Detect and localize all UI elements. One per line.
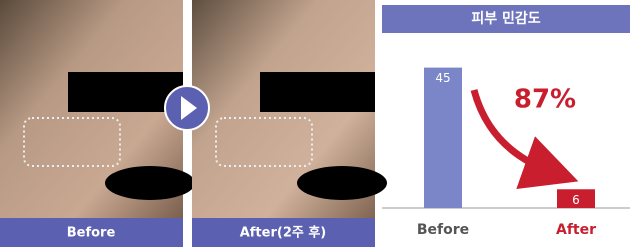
arrow-icon xyxy=(165,86,209,130)
page: Before After(2주 후) 피부 민감도 87% 45 Before 6 A… xyxy=(0,0,638,247)
x-tick-label: After xyxy=(556,222,596,238)
photo-label: Before xyxy=(67,226,116,241)
chart-title: 피부 민감도 xyxy=(471,10,540,27)
photo-label: After(2주 후) xyxy=(240,225,327,241)
x-tick-label: Before xyxy=(417,222,469,238)
value-label: 45 xyxy=(435,71,450,85)
photo-before: Before xyxy=(0,0,195,247)
screen: Before After(2주 후) 피부 민감도 87% 45 Before 6 A… xyxy=(0,0,638,247)
bar xyxy=(424,68,462,208)
photo-after: After(2주 후) xyxy=(192,0,387,247)
annotation: 87% xyxy=(514,85,576,115)
value-label: 6 xyxy=(572,193,580,207)
